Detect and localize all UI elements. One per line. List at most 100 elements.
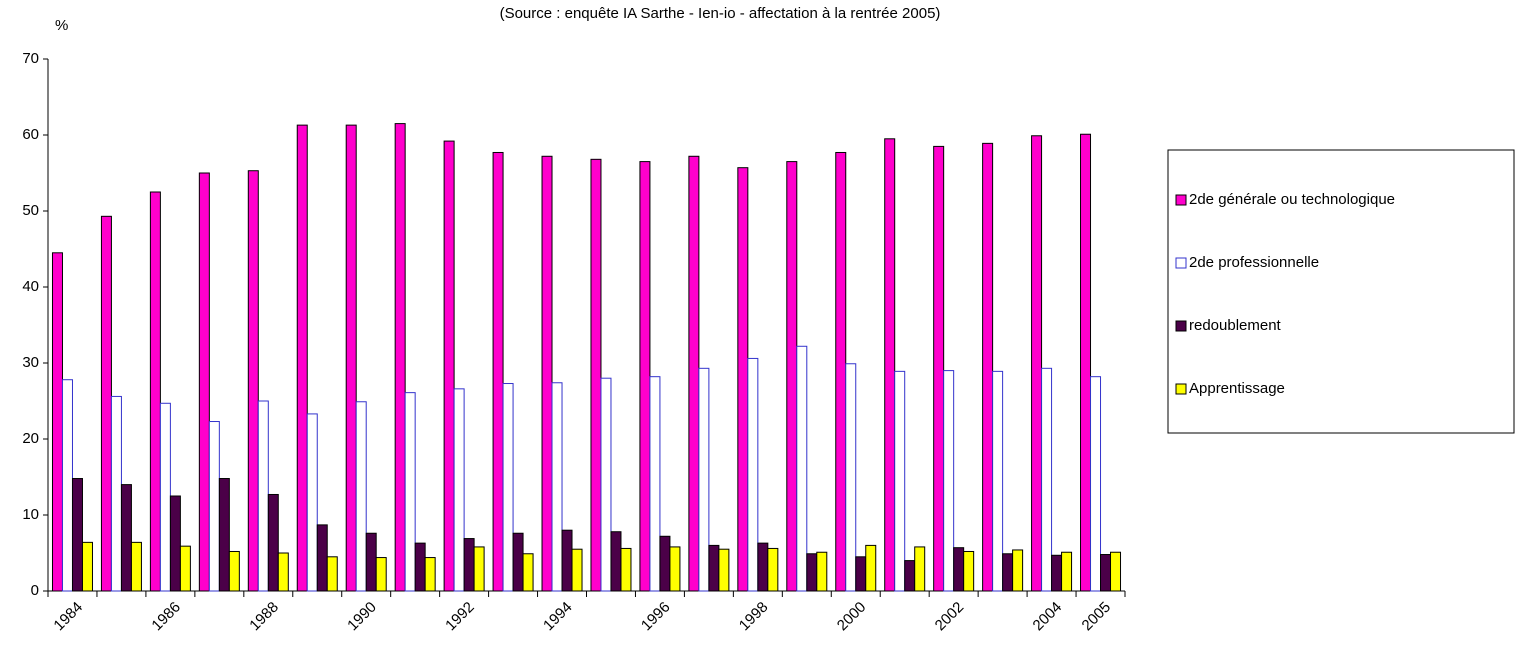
- bar: [884, 138, 896, 592]
- bar: [561, 529, 573, 592]
- bar: [541, 155, 553, 592]
- bar: [179, 545, 191, 592]
- bar: [806, 553, 818, 592]
- bar: [208, 421, 220, 592]
- bar: [512, 532, 524, 592]
- x-tick-label: 1990: [344, 599, 380, 635]
- bar: [855, 556, 867, 592]
- bar: [257, 400, 269, 592]
- bar: [894, 370, 906, 592]
- bar: [963, 550, 975, 592]
- bar: [992, 370, 1004, 592]
- bar: [453, 388, 465, 592]
- bar: [473, 546, 485, 592]
- bar: [1041, 367, 1053, 592]
- x-tick-label: 1998: [736, 599, 772, 635]
- bar: [757, 542, 769, 592]
- x-tick-label: 1984: [50, 599, 86, 635]
- chart-title: (Source : enquête IA Sarthe - Ien-io - a…: [500, 5, 941, 22]
- y-tick-label: 70: [22, 50, 39, 67]
- y-tick-label: 10: [22, 506, 39, 523]
- bar: [110, 395, 122, 592]
- y-tick-label: 20: [22, 430, 39, 447]
- bar: [316, 524, 328, 592]
- bar: [865, 544, 877, 592]
- bar: [551, 382, 563, 592]
- bar: [198, 172, 210, 592]
- bar: [1110, 551, 1122, 592]
- bar: [835, 151, 847, 592]
- bar: [767, 547, 779, 592]
- bar: [1080, 133, 1092, 592]
- legend-box: [1167, 149, 1515, 434]
- bar: [502, 383, 514, 592]
- bar: [816, 551, 828, 592]
- bar: [404, 392, 416, 592]
- bar: [708, 544, 720, 592]
- bar: [1051, 554, 1063, 592]
- bar: [982, 142, 994, 592]
- bar: [718, 548, 730, 592]
- legend-marker: [1175, 320, 1187, 332]
- bar: [365, 532, 377, 592]
- x-tick-label: 1986: [148, 599, 184, 635]
- bar: [463, 538, 475, 592]
- bar: [51, 252, 63, 592]
- y-tick-label: 30: [22, 354, 39, 371]
- x-tick-label: 2000: [834, 599, 870, 635]
- bar: [914, 546, 926, 592]
- bar: [933, 145, 945, 592]
- bar: [71, 478, 83, 592]
- bar: [149, 191, 161, 592]
- legend-marker: [1175, 257, 1187, 269]
- bar: [1002, 553, 1014, 592]
- bar: [169, 495, 181, 592]
- bar: [375, 557, 387, 592]
- bar: [355, 401, 367, 592]
- bar: [414, 542, 426, 592]
- bar: [649, 376, 661, 592]
- bar: [277, 552, 289, 592]
- bar: [228, 550, 240, 592]
- x-tick-label: 1988: [246, 599, 282, 635]
- bar: [1100, 554, 1112, 592]
- bar: [100, 215, 112, 592]
- bar: [571, 548, 583, 592]
- bar: [943, 370, 955, 592]
- bar: [1061, 551, 1073, 592]
- bar: [394, 123, 406, 592]
- bar: [688, 155, 700, 592]
- legend-label: Apprentissage: [1189, 380, 1285, 397]
- bar: [1031, 135, 1043, 592]
- bar: [698, 367, 710, 592]
- x-tick-label: 2004: [1030, 599, 1066, 635]
- bar: [120, 484, 132, 592]
- bar: [61, 379, 73, 592]
- bar: [796, 345, 808, 592]
- x-tick-label: 1992: [442, 599, 478, 635]
- bar: [659, 535, 671, 592]
- bar: [424, 557, 436, 592]
- bar: [522, 553, 534, 592]
- x-tick-label: 1994: [540, 599, 576, 635]
- bar: [130, 541, 142, 592]
- y-tick-label: 50: [22, 202, 39, 219]
- bar: [600, 377, 612, 592]
- bar: [306, 413, 318, 592]
- bar: [1012, 549, 1024, 592]
- legend-label: redoublement: [1189, 317, 1282, 334]
- bar: [81, 541, 93, 592]
- legend-label: 2de professionnelle: [1189, 254, 1319, 271]
- bar: [247, 170, 259, 592]
- bar: [786, 161, 798, 592]
- y-tick-label: 60: [22, 126, 39, 143]
- x-tick-label: 2005: [1079, 599, 1115, 635]
- bar: [639, 161, 651, 592]
- bar: [610, 531, 622, 592]
- bar: [218, 478, 230, 592]
- bar: [1090, 376, 1102, 592]
- bar: [620, 547, 632, 592]
- x-tick-label: 2002: [932, 599, 968, 635]
- bar: [737, 167, 749, 592]
